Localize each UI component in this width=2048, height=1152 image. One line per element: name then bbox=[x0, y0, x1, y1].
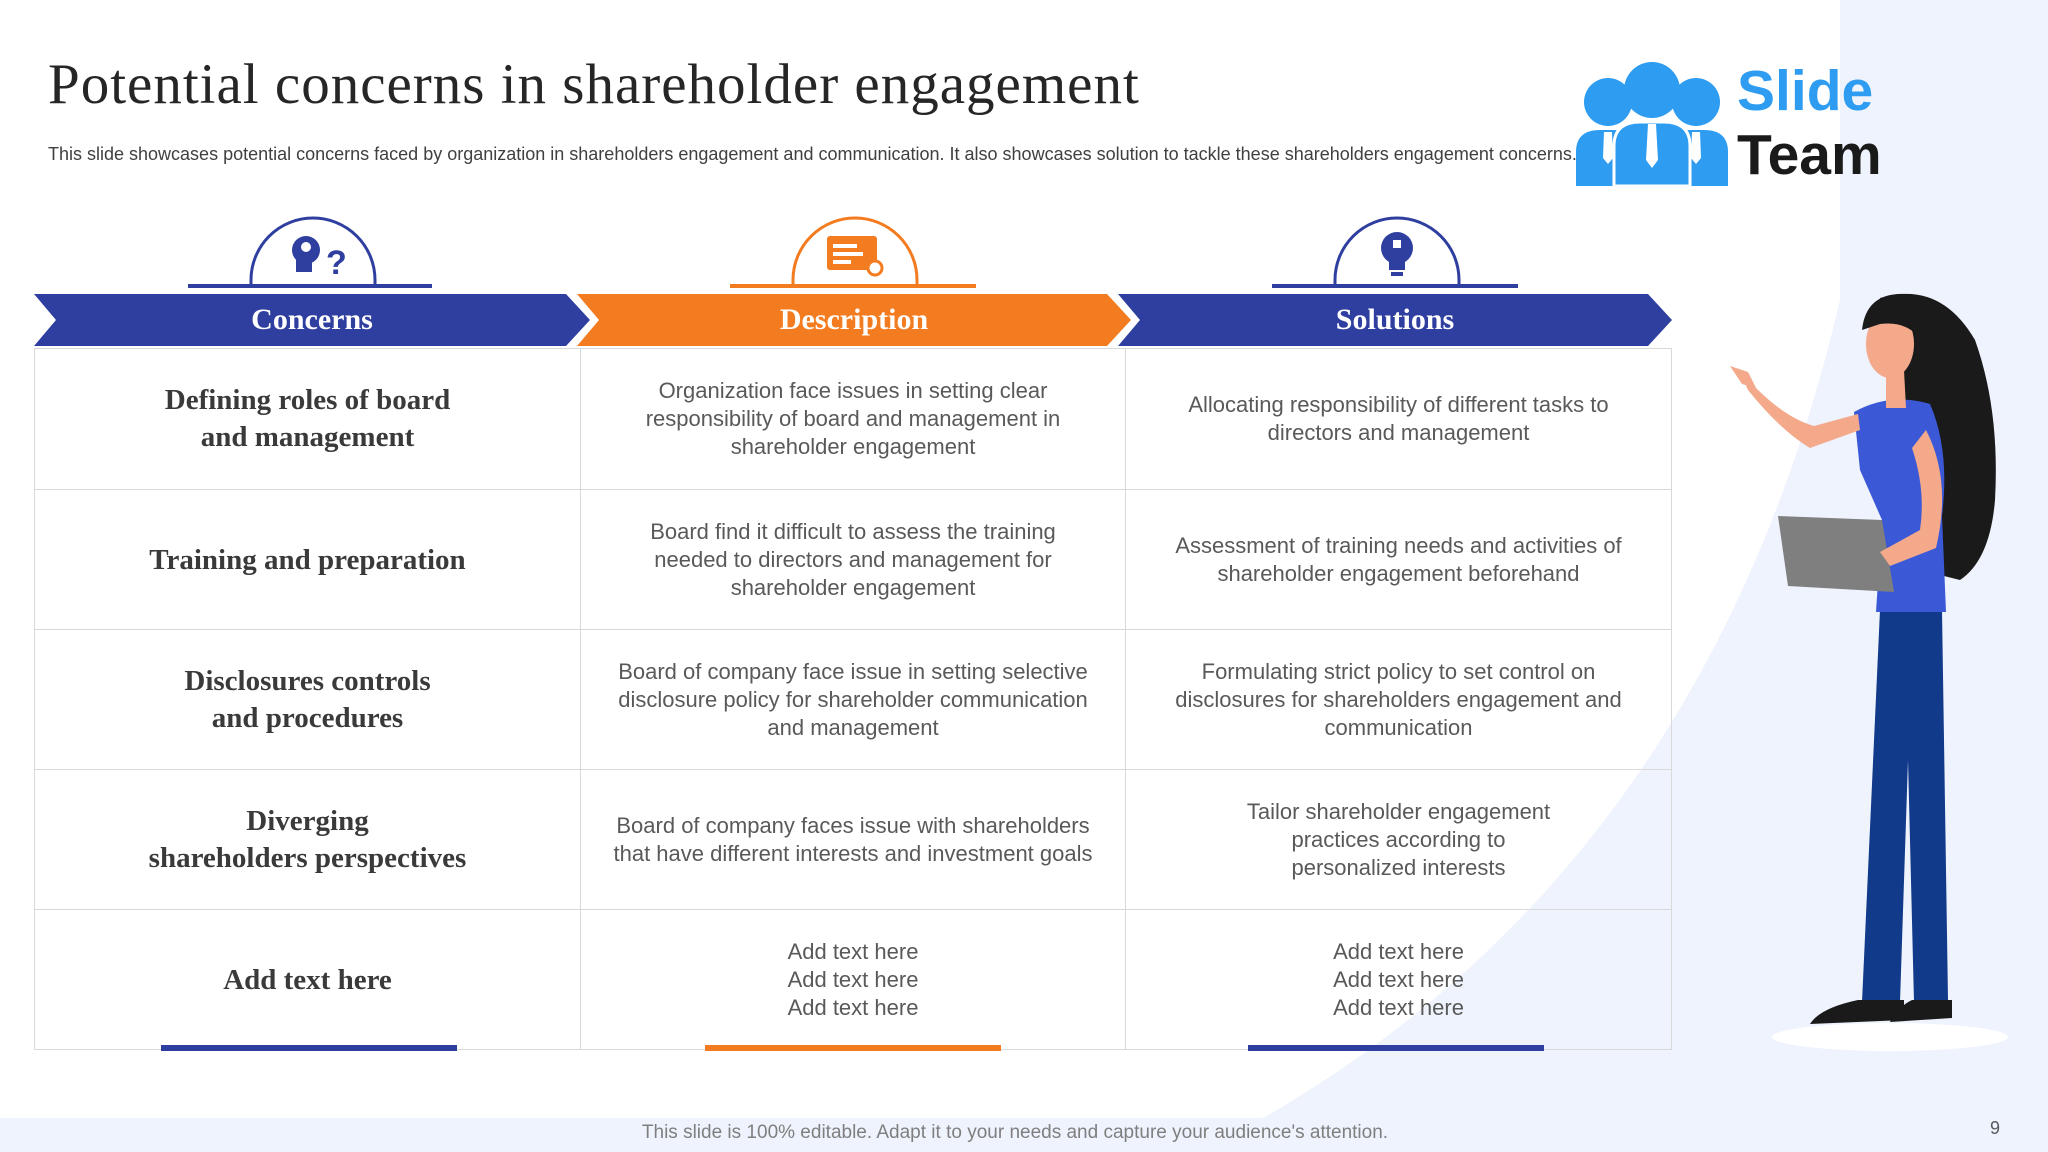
concerns-icon-badge: ? bbox=[188, 214, 438, 290]
page-subtitle: This slide showcases potential concerns … bbox=[48, 144, 1577, 164]
description-cell: Organization face issues in setting clea… bbox=[581, 349, 1126, 489]
concerns-underline bbox=[161, 1045, 457, 1051]
description-icon-badge bbox=[730, 214, 980, 290]
logo-text-slide: Slide bbox=[1737, 59, 1874, 123]
question-head-icon: ? bbox=[292, 236, 347, 282]
solution-cell: Tailor shareholder engagement practices … bbox=[1246, 799, 1551, 880]
presenter-illustration bbox=[1730, 293, 2008, 1051]
footer-band bbox=[0, 1118, 2048, 1152]
table-row: Disclosures controls and procedures Boar… bbox=[35, 629, 1671, 770]
description-cell: Board of company face issue in setting s… bbox=[581, 630, 1126, 770]
page-number: 9 bbox=[1990, 1118, 2001, 1138]
header-description-label: Description bbox=[779, 303, 929, 336]
concern-cell: Training and preparation bbox=[35, 490, 581, 630]
description-underline bbox=[705, 1045, 1001, 1051]
concern-cell: Disclosures controls and procedures bbox=[35, 630, 581, 770]
solutions-icon-badge bbox=[1272, 214, 1522, 290]
concerns-table: Defining roles of board and management O… bbox=[34, 348, 1672, 1050]
concern-cell: Diverging shareholders perspectives bbox=[35, 770, 581, 910]
concern-cell: Add text here bbox=[35, 910, 581, 1050]
description-cell: Board of company faces issue with shareh… bbox=[581, 770, 1126, 910]
solutions-underline bbox=[1248, 1045, 1544, 1051]
header-solutions-label: Solutions bbox=[1335, 303, 1455, 336]
solution-cell: Assessment of training needs and activit… bbox=[1175, 533, 1622, 586]
logo-text-team: Team bbox=[1737, 123, 1882, 187]
table-row: Add text here Add text here Add text her… bbox=[35, 909, 1671, 1050]
header-description: Description bbox=[577, 294, 1131, 346]
slideteam-logo: Slide Team bbox=[1572, 54, 1882, 194]
solution-cell: Add text here Add text here Add text her… bbox=[1333, 939, 1464, 1020]
solution-cell: Formulating strict policy to set control… bbox=[1175, 659, 1622, 740]
concern-cell: Defining roles of board and management bbox=[35, 349, 581, 489]
table-row: Defining roles of board and management O… bbox=[35, 349, 1671, 489]
header-concerns: Concerns bbox=[34, 294, 590, 346]
table-row: Diverging shareholders perspectives Boar… bbox=[35, 769, 1671, 910]
footer-note: This slide is 100% editable. Adapt it to… bbox=[641, 1122, 1389, 1143]
description-cell: Board find it difficult to assess the tr… bbox=[581, 490, 1126, 630]
description-cell: Add text here Add text here Add text her… bbox=[581, 910, 1126, 1050]
page-title: Potential concerns in shareholder engage… bbox=[48, 53, 1140, 116]
document-settings-icon bbox=[827, 236, 884, 277]
svg-text:?: ? bbox=[326, 244, 347, 282]
team-icon bbox=[1576, 62, 1728, 188]
bulb-puzzle-icon bbox=[1381, 232, 1413, 276]
table-row: Training and preparation Board find it d… bbox=[35, 489, 1671, 630]
header-solutions: Solutions bbox=[1118, 294, 1672, 346]
header-concerns-label: Concerns bbox=[251, 303, 373, 336]
solution-cell: Allocating responsibility of different t… bbox=[1188, 392, 1609, 445]
